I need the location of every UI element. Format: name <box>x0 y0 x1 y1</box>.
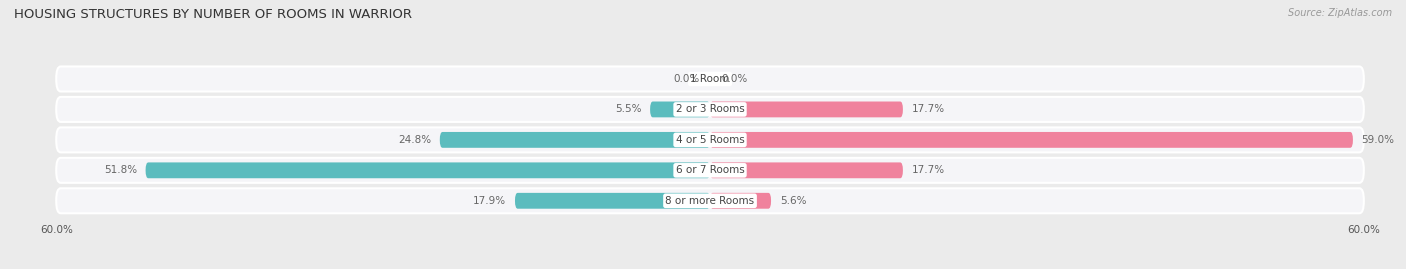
Text: 6 or 7 Rooms: 6 or 7 Rooms <box>676 165 744 175</box>
Text: HOUSING STRUCTURES BY NUMBER OF ROOMS IN WARRIOR: HOUSING STRUCTURES BY NUMBER OF ROOMS IN… <box>14 8 412 21</box>
Text: 51.8%: 51.8% <box>104 165 136 175</box>
FancyBboxPatch shape <box>56 158 1364 183</box>
Text: 0.0%: 0.0% <box>721 74 747 84</box>
FancyBboxPatch shape <box>710 193 770 209</box>
FancyBboxPatch shape <box>710 162 903 178</box>
FancyBboxPatch shape <box>650 101 710 117</box>
Text: 1 Room: 1 Room <box>690 74 730 84</box>
Text: 5.5%: 5.5% <box>614 104 641 114</box>
Text: 17.7%: 17.7% <box>911 165 945 175</box>
Text: 4 or 5 Rooms: 4 or 5 Rooms <box>676 135 744 145</box>
FancyBboxPatch shape <box>56 66 1364 91</box>
FancyBboxPatch shape <box>56 97 1364 122</box>
Text: Source: ZipAtlas.com: Source: ZipAtlas.com <box>1288 8 1392 18</box>
FancyBboxPatch shape <box>56 188 1364 213</box>
Text: 0.0%: 0.0% <box>673 74 699 84</box>
Text: 59.0%: 59.0% <box>1361 135 1395 145</box>
FancyBboxPatch shape <box>56 128 1364 152</box>
Text: 24.8%: 24.8% <box>398 135 432 145</box>
FancyBboxPatch shape <box>440 132 710 148</box>
Text: 8 or more Rooms: 8 or more Rooms <box>665 196 755 206</box>
Text: 17.9%: 17.9% <box>474 196 506 206</box>
FancyBboxPatch shape <box>710 132 1353 148</box>
FancyBboxPatch shape <box>146 162 710 178</box>
Text: 17.7%: 17.7% <box>911 104 945 114</box>
Legend: Owner-occupied, Renter-occupied: Owner-occupied, Renter-occupied <box>588 268 832 269</box>
FancyBboxPatch shape <box>710 101 903 117</box>
Text: 5.6%: 5.6% <box>780 196 806 206</box>
FancyBboxPatch shape <box>515 193 710 209</box>
Text: 2 or 3 Rooms: 2 or 3 Rooms <box>676 104 744 114</box>
